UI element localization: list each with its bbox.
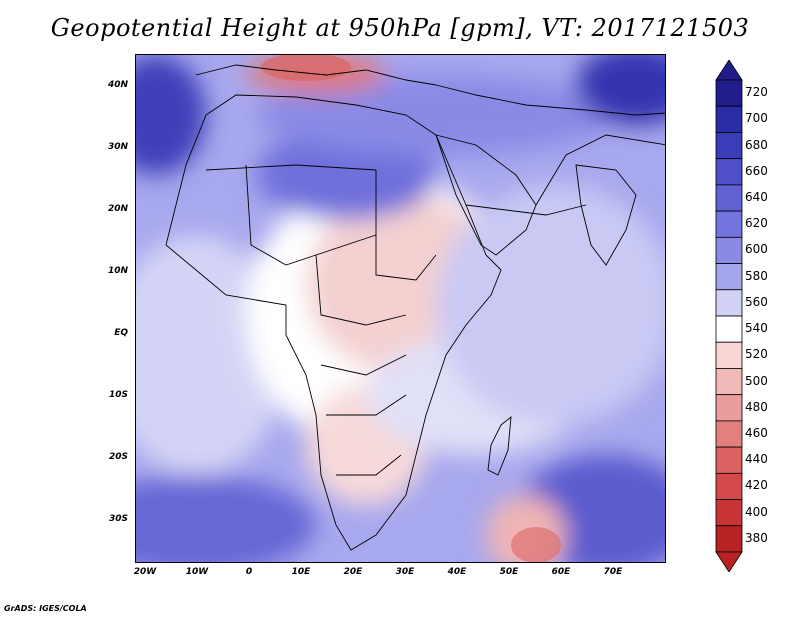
colorbar-segment [715,341,743,369]
field-shading [136,55,665,562]
colorbar-segment [715,289,743,317]
lat-label-20s: 20S [108,452,128,462]
colorbar-segment [715,499,743,527]
colorbar-label: 700 [745,111,768,126]
colorbar-segment [715,446,743,474]
colorbar-label: 720 [745,85,768,100]
lat-label-10n: 10N [107,266,128,276]
colorbar-label: 400 [745,504,768,519]
colorbar-label: 480 [745,399,768,414]
colorbar-segment [715,210,743,238]
lon-label-20w: 20W [133,567,157,577]
colorbar-label: 440 [745,452,768,467]
colorbar-segment [715,394,743,422]
colorbar-segment [715,368,743,396]
lon-label-40e: 40E [447,567,467,577]
lon-label-60e: 60E [551,567,571,577]
colorbar-segment [715,525,743,553]
colorbar-label: 460 [745,426,768,440]
colorbar-label: 420 [745,478,768,493]
colorbar-label: 540 [745,321,768,336]
lat-label-eq: EQ [114,328,128,338]
colorbar-segment [715,263,743,291]
colorbar-segment [715,184,743,212]
lon-label-10w: 10W [185,567,209,577]
colorbar-label: 620 [745,216,768,231]
lon-label-30e: 30E [395,567,415,577]
footer-credit: GrADS: IGES/COLA [4,604,87,613]
colorbar-segment [715,158,743,186]
lon-label-0: 0 [245,567,253,577]
geopotential-field-map [136,55,665,562]
colorbar-segment [715,132,743,160]
colorbar-label: 600 [745,242,768,257]
colorbar-bottom-triangle [715,551,743,572]
colorbar-label: 500 [745,373,768,388]
colorbar-segment [715,105,743,133]
lon-label-10e: 10E [291,567,311,577]
colorbar-segment [715,420,743,448]
colorbar-label: 580 [745,268,768,283]
colorbar-top-triangle [715,60,743,81]
colorbar-label: 380 [745,530,768,545]
colorbar-label: 640 [745,190,768,204]
colorbar-segment [715,472,743,500]
lon-label-70e: 70E [603,567,623,577]
colorbar-segment [715,79,743,107]
lat-label-20n: 20N [107,204,128,214]
colorbar [715,60,743,572]
colorbar-segment [715,236,743,264]
colorbar-label: 560 [745,294,768,309]
low-anomaly-south [511,527,561,562]
colorbar-label: 520 [745,347,768,362]
map-title: Geopotential Height at 950hPa [gpm], VT:… [50,14,750,42]
lat-label-10s: 10S [108,390,128,400]
lon-label-50e: 50E [499,567,519,577]
colorbar-label: 660 [745,163,768,178]
lat-label-30s: 30S [108,514,128,524]
lat-label-40n: 40N [107,80,128,90]
map-plot-area [135,54,666,563]
colorbar-label: 680 [745,137,768,152]
lat-label-30n: 30N [107,142,128,152]
coastlines [165,64,665,551]
colorbar-segment [715,315,743,343]
lon-label-20e: 20E [343,567,363,577]
